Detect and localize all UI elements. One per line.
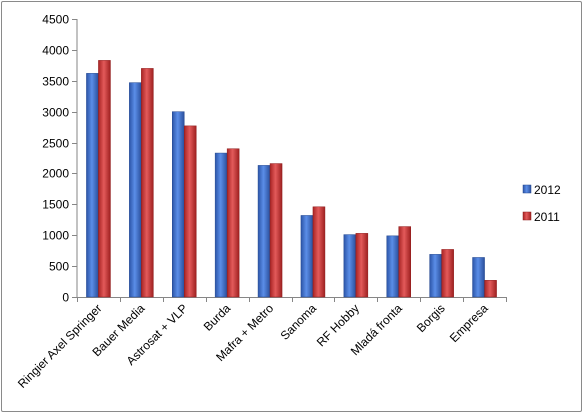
bar-2011-bauer-media [141, 68, 154, 298]
y-tick-label: 3500 [42, 75, 69, 89]
bars [86, 60, 497, 298]
x-category-label: Ringier Axel Springer [15, 301, 105, 391]
legend: 2012 2011 [522, 183, 561, 224]
bar-2012-borgis [429, 254, 442, 298]
bar-2012-empresa [472, 257, 485, 298]
bar-2011-mlad-fronta [398, 226, 411, 298]
x-category-label: Empresa [447, 301, 491, 345]
bar-2011-sanoma [312, 206, 326, 298]
bar-2012-sanoma [300, 215, 314, 298]
bar-2011-astrosat-vlp [184, 125, 197, 298]
bar-2012-mlad-fronta [386, 235, 399, 298]
bar-2012-mafra-metro [257, 165, 271, 298]
bar-2011-borgis [441, 249, 454, 298]
bar-2011-burda [226, 148, 240, 298]
legend-label-2011: 2011 [534, 210, 560, 224]
bar-2011-rf-hobby [355, 233, 369, 298]
bar-2012-burda [214, 152, 228, 298]
bar-2011-empresa [484, 280, 497, 298]
axes [72, 19, 507, 302]
bar-2011-mafra-metro [269, 163, 283, 298]
x-category-label: Burda [201, 301, 234, 334]
x-category-label: Borgis [414, 301, 448, 335]
y-tick-label: 2000 [42, 167, 69, 181]
legend-swatch-2011 [522, 211, 532, 221]
bar-2012-rf-hobby [343, 234, 357, 298]
legend-label-2012: 2012 [534, 183, 561, 197]
bar-2012-bauer-media [129, 82, 142, 298]
y-tick-label: 4000 [42, 44, 69, 58]
y-tick-label: 3000 [42, 106, 69, 120]
y-tick-label: 4500 [42, 13, 69, 27]
y-tick-label: 2500 [42, 137, 69, 151]
bar-2012-astrosat-vlp [172, 111, 185, 298]
y-tick-label: 500 [49, 260, 69, 274]
y-tick-label: 1500 [42, 198, 69, 212]
y-tick-label: 0 [62, 291, 69, 305]
bar-2011-ringier-axel-springer [98, 60, 111, 298]
x-category-label: Sanoma [278, 301, 320, 343]
bar-2012-ringier-axel-springer [86, 73, 99, 298]
y-tick-label: 1000 [42, 229, 69, 243]
legend-swatch-2012 [522, 184, 532, 194]
